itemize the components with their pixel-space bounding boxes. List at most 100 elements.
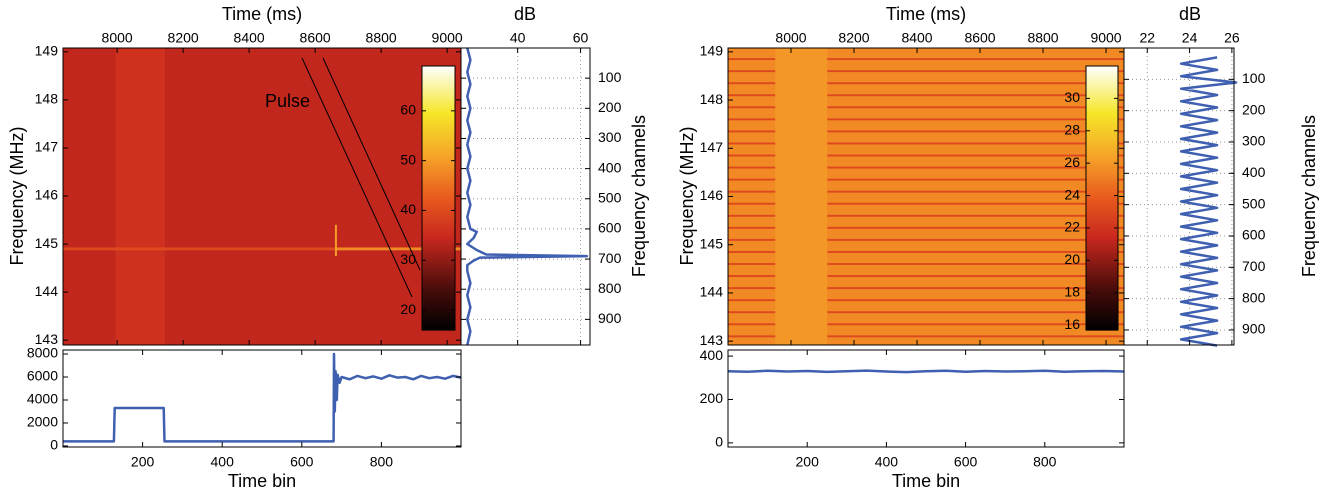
y-axis-label: Frequency (MHz) [7, 126, 27, 265]
colorbar-step [1086, 81, 1118, 85]
colorbar-step [422, 154, 455, 157]
colorbar-frame [421, 65, 456, 331]
colorbar-step [1086, 248, 1118, 252]
x-tick-label: 200 [796, 454, 820, 470]
colorbar-step [422, 215, 455, 219]
colorbar-step [422, 259, 455, 263]
colorbar-step [1086, 101, 1118, 104]
y-axis-label: Frequency channels [629, 115, 649, 277]
colorbar-step [422, 171, 455, 175]
y-tick-label: 8000 [27, 345, 58, 361]
colorbar-step [422, 121, 455, 124]
colorbar-step [1086, 200, 1118, 203]
x-tick-label: 8200 [168, 30, 199, 46]
colorbar-step [1086, 259, 1118, 263]
colorbar-step [1086, 268, 1118, 272]
colorbar-step [422, 77, 455, 80]
colorbar-tick-label: 50 [400, 151, 416, 167]
colorbar-step [1086, 211, 1118, 214]
y-tick-label: 300 [1242, 133, 1266, 149]
colorbar-step [422, 235, 455, 239]
colorbar-step [422, 189, 455, 192]
colorbar-step [422, 233, 455, 236]
colorbar-step [1086, 180, 1118, 184]
colorbar-step [1086, 74, 1118, 78]
y-tick-label: 400 [1242, 164, 1266, 180]
colorbar-step [1086, 244, 1118, 247]
colorbar-tick-label: 40 [400, 201, 416, 217]
y-tick-label: 0 [715, 434, 723, 450]
colorbar-step [422, 70, 455, 74]
colorbar-step [1086, 257, 1118, 261]
colorbar-tick-label: 16 [1064, 316, 1080, 332]
colorbar-step [422, 92, 455, 96]
heat-cell [728, 214, 1124, 217]
colorbar-step [422, 74, 455, 78]
heat-cell [728, 154, 1124, 157]
colorbar-step [422, 266, 455, 269]
colorbar-step [1086, 299, 1118, 302]
colorbar-step [1086, 70, 1118, 74]
colorbar-step [422, 264, 455, 267]
colorbar-step [1086, 266, 1118, 269]
colorbar-step [422, 118, 455, 122]
colorbar-step [1086, 68, 1118, 71]
colorbar-step [1086, 156, 1118, 159]
y-tick-label: 800 [598, 280, 622, 296]
colorbar-step [1086, 83, 1118, 87]
colorbar-step [1086, 187, 1118, 190]
colorbar-step [1086, 136, 1118, 140]
colorbar-step [422, 213, 455, 217]
colorbar-step [1086, 112, 1118, 115]
colorbar-step [422, 79, 455, 82]
x-tick-label: 60 [573, 30, 589, 46]
colorbar-step [1086, 290, 1118, 294]
colorbar-step [1086, 94, 1118, 98]
colorbar-step [1086, 66, 1118, 69]
colorbar-step [1086, 202, 1118, 206]
colorbar-step [422, 250, 455, 254]
colorbar-step [1086, 132, 1118, 135]
colorbar-step [1086, 231, 1118, 234]
colorbar-step [1086, 143, 1118, 146]
y-tick-label: 400 [598, 159, 622, 175]
colorbar-step [1086, 228, 1118, 232]
plot-frame [1123, 47, 1235, 346]
panel: 40 60 100 200 300 400 500 600 700 800 900 dB Frequen… [460, 4, 649, 346]
colorbar-step [422, 165, 455, 168]
colorbar-step [1086, 165, 1118, 168]
colorbar-step [422, 184, 455, 188]
colorbar-step [1086, 127, 1118, 131]
colorbar-step [1086, 250, 1118, 254]
x-tick-label: 8600 [300, 30, 331, 46]
y-tick-label: 200 [598, 99, 622, 115]
colorbar-step [1086, 327, 1118, 331]
y-tick-label: 144 [35, 283, 59, 299]
x-axis-label: dB [514, 4, 536, 24]
colorbar-step [422, 101, 455, 104]
colorbar-step [1086, 129, 1118, 133]
colorbar-step [422, 261, 455, 265]
colorbar-step [422, 211, 455, 214]
colorbar-tick-label: 20 [400, 301, 416, 317]
colorbar-step [422, 308, 455, 311]
colorbar-step [1086, 301, 1118, 305]
y-tick-label: 147 [700, 139, 724, 155]
colorbar-step [422, 107, 455, 111]
panel: 20 30 40 50 60 Pulse 8000 8200 8400 8600 8800 9000 1… [7, 4, 463, 347]
heat-cell [728, 130, 1124, 133]
colorbar-step [422, 94, 455, 98]
colorbar-step [1086, 312, 1118, 316]
colorbar-step [422, 255, 455, 258]
heat-cell [728, 178, 1124, 181]
colorbar-step [422, 103, 455, 107]
y-tick-label: 148 [35, 91, 59, 107]
colorbar-step [1086, 138, 1118, 142]
colorbar-tick-label: 30 [1064, 89, 1080, 105]
colorbar-step [1086, 253, 1118, 256]
y-tick-label: 600 [1242, 227, 1266, 243]
colorbar-step [422, 237, 455, 241]
colorbar-step [422, 158, 455, 162]
colorbar-tick-label: 60 [400, 102, 416, 118]
